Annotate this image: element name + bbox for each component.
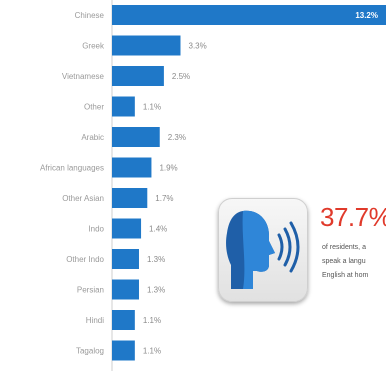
stat-caption-line-3: English at hom: [322, 272, 369, 279]
category-label: African languages: [40, 164, 104, 173]
value-label: 13.2%: [355, 11, 378, 20]
stat-value: 37.7%: [320, 202, 386, 232]
bar-11: [112, 340, 135, 361]
stat-caption-line-2: speak a langu: [322, 258, 366, 265]
value-label: 1.9%: [159, 164, 177, 173]
category-label: Chinese: [75, 11, 105, 20]
stat-caption-line-1: of residents, a: [322, 244, 366, 251]
bar-6: [112, 188, 148, 208]
speaking-head-icon: [218, 198, 308, 302]
category-label: Arabic: [81, 133, 104, 142]
bar-2: [112, 66, 164, 86]
bar-5: [112, 157, 152, 178]
value-label: 3.3%: [189, 42, 207, 51]
category-label: Other Indo: [66, 255, 104, 264]
value-label: 1.4%: [149, 225, 167, 234]
value-label: 2.5%: [172, 72, 190, 81]
bar-0: [112, 5, 386, 25]
category-label: Indo: [88, 225, 104, 234]
value-label: 1.1%: [143, 103, 161, 112]
bar-4: [112, 127, 160, 147]
category-label: Persian: [77, 286, 104, 295]
value-label: 1.3%: [147, 255, 165, 264]
category-label: Other Asian: [62, 194, 104, 203]
category-label: Other: [84, 103, 104, 112]
value-label: 1.7%: [155, 194, 173, 203]
bar-1: [112, 35, 181, 56]
category-label: Vietnamese: [62, 72, 105, 81]
language-callout: 37.7% of residents, a speak a langu Engl…: [218, 196, 386, 304]
category-label: Hindi: [86, 316, 104, 325]
bar-7: [112, 218, 142, 239]
bar-9: [112, 279, 139, 300]
value-label: 2.3%: [168, 133, 186, 142]
value-label: 1.3%: [147, 286, 165, 295]
bar-10: [112, 310, 135, 330]
category-label: Greek: [82, 42, 105, 51]
value-label: 1.1%: [143, 347, 161, 356]
bar-8: [112, 249, 139, 269]
category-label: Tagalog: [76, 347, 104, 356]
value-label: 1.1%: [143, 316, 161, 325]
bar-3: [112, 96, 135, 117]
